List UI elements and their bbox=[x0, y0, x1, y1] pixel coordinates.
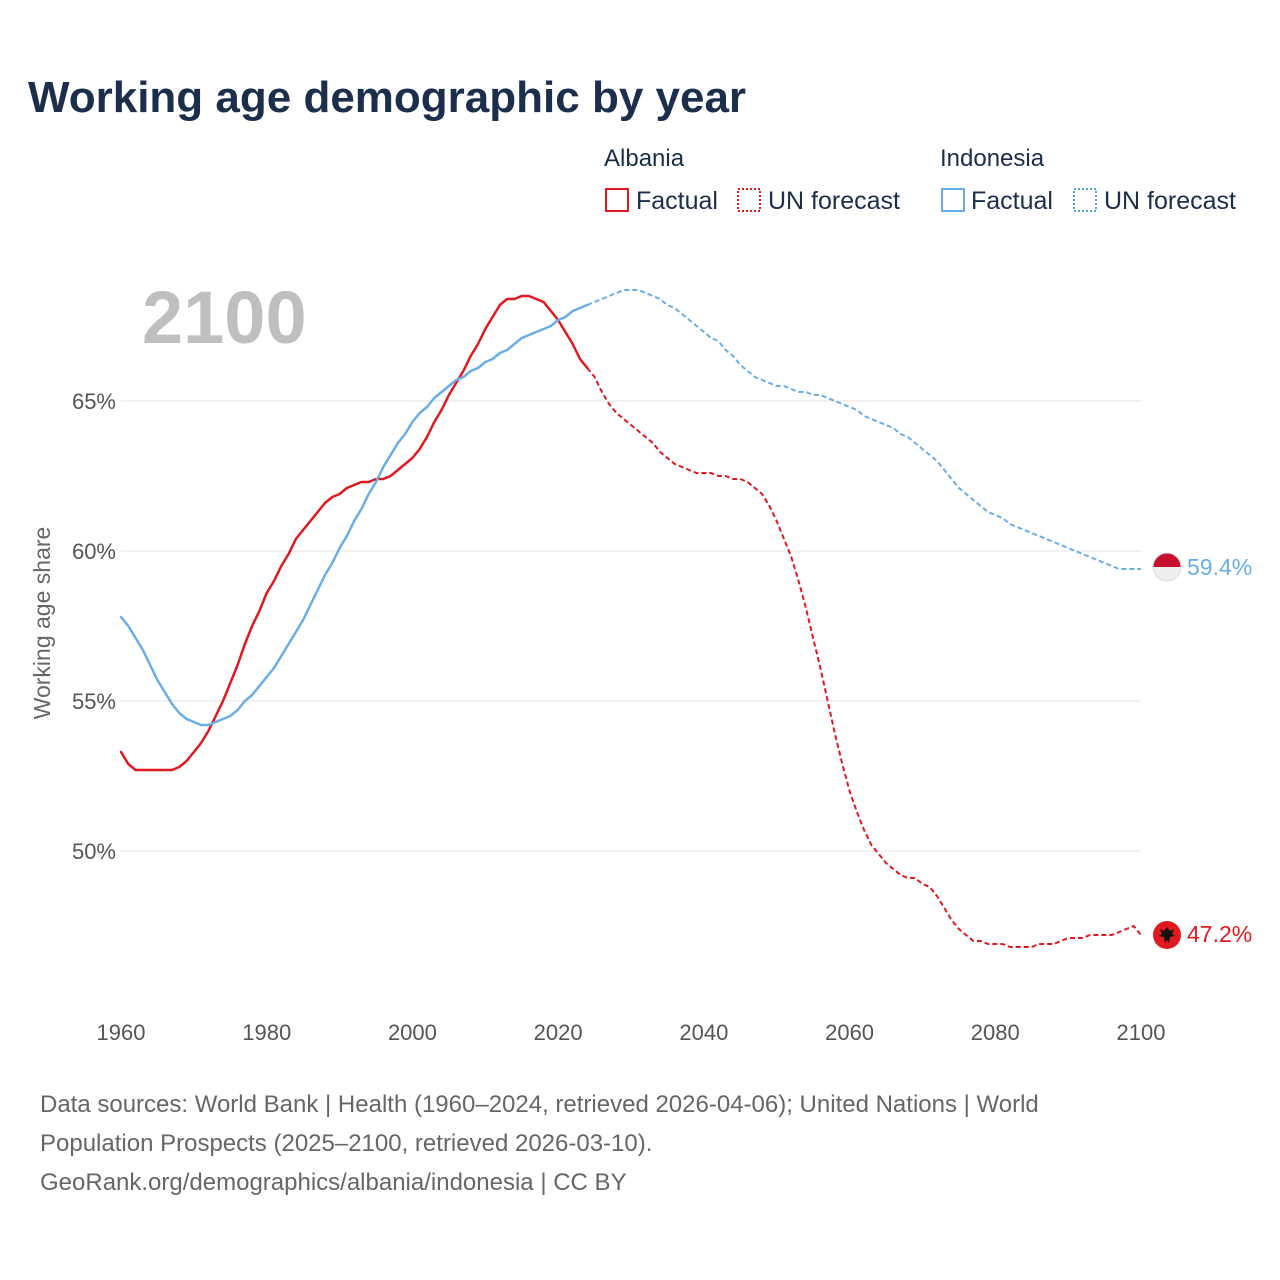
legend-swatch-indonesia-factual bbox=[941, 188, 965, 212]
y-tick-label-50: 50% bbox=[72, 839, 116, 864]
legend-group-albania: Albania bbox=[604, 145, 685, 172]
albania-factual-line bbox=[119, 294, 589, 772]
legend-label-indonesia-factual: Factual bbox=[971, 187, 1053, 215]
legend: Albania Factual UN forecast Indonesia Fa… bbox=[604, 145, 1236, 215]
indonesia-flag-icon bbox=[1152, 552, 1182, 582]
footer-sources-line-1: Data sources: World Bank | Health (1960–… bbox=[40, 1091, 1039, 1118]
x-tick-label-2100: 2100 bbox=[1117, 1020, 1166, 1045]
footer-sources-line-2: Population Prospects (2025–2100, retriev… bbox=[40, 1130, 653, 1157]
x-tick-label-1980: 1980 bbox=[242, 1020, 291, 1045]
y-tick-label-60: 60% bbox=[72, 539, 116, 564]
x-tick-label-2040: 2040 bbox=[679, 1020, 728, 1045]
x-tick-label-2020: 2020 bbox=[534, 1020, 583, 1045]
indonesia-factual-line bbox=[119, 303, 589, 727]
x-tick-label-2000: 2000 bbox=[388, 1020, 437, 1045]
y-axis-label: Working age share bbox=[29, 527, 55, 720]
x-ticks: 1960 1980 2000 2020 2040 2060 2080 2100 bbox=[97, 1020, 1166, 1045]
legend-swatch-albania-forecast bbox=[737, 188, 761, 212]
footer: Data sources: World Bank | Health (1960–… bbox=[40, 1085, 1240, 1202]
x-tick-label-2080: 2080 bbox=[971, 1020, 1020, 1045]
legend-label-albania-factual: Factual bbox=[636, 187, 718, 215]
y-tick-label-65: 65% bbox=[72, 389, 116, 414]
y-ticks: 50% 55% 60% 65% bbox=[72, 389, 116, 864]
indonesia-end-marker: 59.4% bbox=[1152, 552, 1252, 582]
series-lines bbox=[119, 289, 1142, 948]
legend-swatch-albania-factual bbox=[605, 188, 629, 212]
legend-group-indonesia: Indonesia bbox=[940, 145, 1045, 172]
chart: Working age demographic by year Albania … bbox=[28, 73, 1252, 1045]
x-tick-label-2060: 2060 bbox=[825, 1020, 874, 1045]
legend-swatch-indonesia-forecast bbox=[1073, 188, 1097, 212]
albania-end-marker: 47.2% bbox=[1153, 921, 1252, 949]
albania-eagle-icon bbox=[1159, 927, 1175, 943]
y-tick-label-55: 55% bbox=[72, 689, 116, 714]
indonesia-end-label: 59.4% bbox=[1187, 554, 1252, 580]
x-tick-label-1960: 1960 bbox=[97, 1020, 146, 1045]
legend-label-albania-forecast: UN forecast bbox=[768, 187, 900, 215]
indonesia-forecast-line bbox=[586, 289, 1141, 570]
albania-end-label: 47.2% bbox=[1187, 921, 1252, 947]
footer-attribution: GeoRank.org/demographics/albania/indones… bbox=[40, 1169, 627, 1196]
albania-forecast-line bbox=[586, 367, 1142, 948]
year-label: 2100 bbox=[142, 276, 307, 359]
chart-title: Working age demographic by year bbox=[28, 73, 746, 122]
gridlines bbox=[121, 400, 1141, 852]
legend-label-indonesia-forecast: UN forecast bbox=[1104, 187, 1236, 215]
